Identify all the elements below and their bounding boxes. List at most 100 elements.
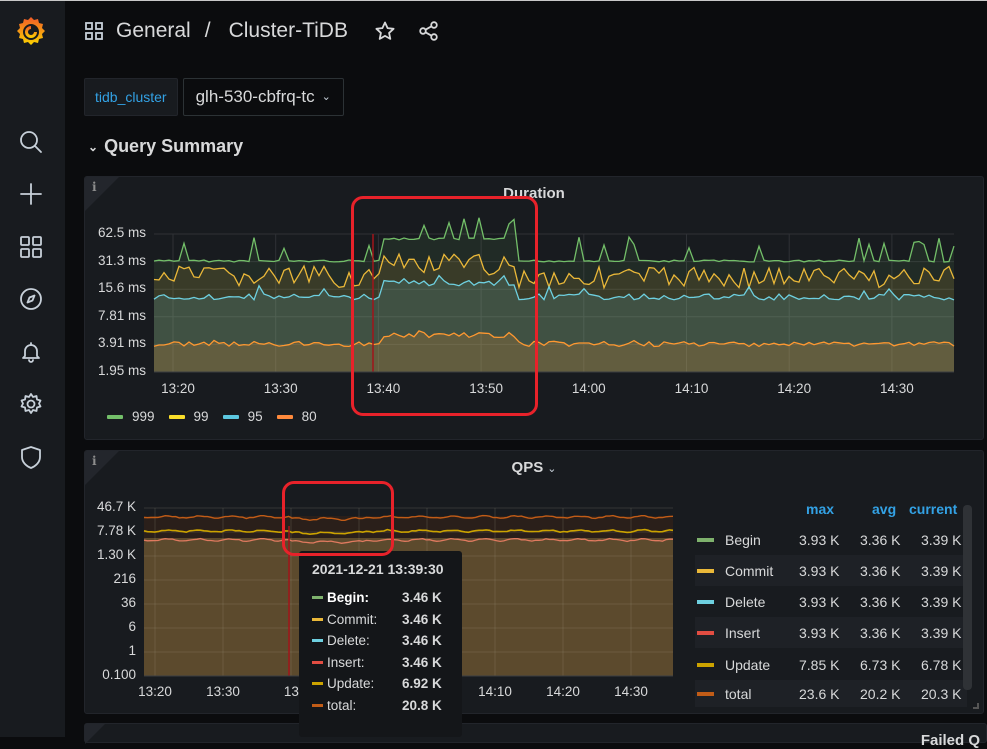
legend-label: total: [725, 685, 752, 702]
y-axis-tick: 3.91 ms: [97, 335, 146, 351]
duration-panel: i Duration 999 99 95 80 62.5 ms 31.3 ms 15…: [84, 176, 984, 440]
legend-current: 20.3 K: [921, 685, 962, 702]
x-axis-tick: 13:50: [469, 381, 503, 396]
variable-label: tidb_cluster: [84, 78, 178, 116]
legend-swatch: [697, 662, 714, 667]
info-icon[interactable]: i: [92, 454, 97, 468]
legend-avg: 6.73 K: [860, 656, 901, 673]
legend-row-commit[interactable]: Commit 3.93 K 3.36 K 3.39 K: [695, 555, 967, 586]
tooltip-row: Insert: 3.46 K: [312, 652, 449, 674]
panel-title: QPS: [511, 459, 544, 476]
configuration-gear-icon[interactable]: [18, 391, 44, 417]
tooltip-row: total: 20.8 K: [312, 695, 449, 717]
legend-current: 3.39 K: [921, 624, 962, 641]
page-header: General / Cluster-TiDB: [84, 14, 440, 48]
breadcrumb-separator: /: [204, 19, 211, 42]
dashboards-grid-icon[interactable]: [18, 234, 44, 260]
x-axis-tick: 14:30: [879, 381, 914, 396]
legend-current: 3.39 K: [921, 562, 962, 579]
panel-info-corner: [85, 724, 105, 744]
info-icon[interactable]: i: [92, 180, 97, 194]
legend-label: Delete: [725, 593, 766, 610]
legend-max: 3.93 K: [799, 624, 840, 641]
x-axis-tick: 13:20: [161, 381, 195, 396]
y-axis-tick: 7.81 ms: [97, 307, 146, 323]
template-variables: tidb_cluster glh-530-cbfrq-tc ⌄: [84, 78, 344, 116]
legend-item-99[interactable]: 99: [168, 409, 209, 424]
breadcrumb-folder[interactable]: General: [116, 19, 191, 42]
y-axis-tick: 31.3 ms: [97, 252, 146, 268]
legend-label: 80: [301, 409, 317, 424]
tooltip-row: Update: 6.92 K: [312, 673, 449, 695]
legend-label: Update: [725, 656, 771, 673]
legend-swatch: [697, 568, 714, 573]
panel-info-corner: [85, 177, 119, 211]
row-title: Query Summary: [104, 136, 244, 156]
x-axis-tick: 13:20: [138, 684, 172, 699]
x-axis-tick: 14:10: [674, 381, 709, 396]
legend-header-avg[interactable]: avg: [872, 501, 897, 517]
legend-row-update[interactable]: Update 7.85 K 6.73 K 6.78 K: [695, 649, 967, 680]
sidebar: [0, 1, 65, 737]
legend-row-begin[interactable]: Begin 3.93 K 3.36 K 3.39 K: [695, 524, 967, 555]
y-axis-tick: 1.30 K: [96, 547, 136, 562]
resize-handle[interactable]: [973, 703, 979, 709]
graph-tooltip: 2021-12-21 13:39:30 Begin: 3.46 K Commit:…: [299, 551, 462, 737]
duration-chart[interactable]: [85, 177, 984, 440]
variable-value: glh-530-cbfrq-tc: [195, 87, 315, 106]
legend-row-insert[interactable]: Insert 3.93 K 3.36 K 3.39 K: [695, 617, 967, 648]
dashboard-grid-icon: [84, 21, 104, 41]
legend-avg: 3.36 K: [860, 531, 901, 548]
y-axis-tick: 1: [128, 643, 136, 658]
legend-label: 99: [193, 409, 209, 424]
legend-current: 3.39 K: [921, 531, 962, 548]
tooltip-time: 2021-12-21 13:39:30: [312, 561, 444, 577]
chevron-down-icon: ⌄: [88, 139, 99, 154]
x-axis-tick: 14:20: [546, 684, 580, 699]
star-icon[interactable]: [374, 20, 396, 42]
duration-legend: 999 99 95 80: [107, 409, 331, 424]
y-axis-tick: 62.5 ms: [97, 225, 146, 240]
panel-title[interactable]: Failed Q: [920, 732, 980, 749]
dashboard-title[interactable]: Cluster-TiDB: [228, 19, 348, 42]
explore-compass-icon[interactable]: [18, 286, 44, 312]
legend-max: 23.6 K: [799, 685, 840, 702]
row-collapse-toggle[interactable]: ⌄ Query Summary: [88, 136, 243, 157]
variable-select[interactable]: glh-530-cbfrq-tc ⌄: [182, 78, 344, 116]
alerting-bell-icon[interactable]: [18, 339, 44, 365]
legend-header-current[interactable]: current: [909, 501, 958, 517]
create-plus-icon[interactable]: [18, 181, 44, 207]
x-axis-tick: 13:30: [263, 381, 298, 396]
legend-row-delete[interactable]: Delete 3.93 K 3.36 K 3.39 K: [695, 586, 967, 617]
y-axis-tick: 1.95 ms: [97, 363, 146, 378]
y-axis-tick: 6: [128, 619, 136, 634]
legend-avg: 3.36 K: [860, 593, 901, 610]
tooltip-row: Begin: 3.46 K: [312, 587, 449, 609]
legend-label: Begin: [725, 531, 761, 548]
legend-label: 999: [132, 409, 155, 424]
legend-item-80[interactable]: 80: [276, 409, 317, 424]
server-admin-shield-icon[interactable]: [18, 444, 44, 470]
legend-header-max[interactable]: max: [806, 501, 835, 517]
tooltip-row: Commit: 3.46 K: [312, 609, 449, 631]
failed-query-panel: Failed Q: [84, 723, 987, 749]
x-axis-tick: 13:30: [206, 684, 240, 699]
legend-item-95[interactable]: 95: [222, 409, 263, 424]
legend-avg: 3.36 K: [860, 562, 901, 579]
search-icon[interactable]: [18, 129, 44, 155]
y-axis-tick: 216: [113, 571, 136, 586]
grafana-logo[interactable]: [13, 14, 49, 50]
legend-avg: 20.2 K: [860, 685, 901, 702]
window-top-border: [0, 0, 987, 1]
legend-scrollbar[interactable]: [963, 505, 972, 690]
legend-row-total[interactable]: total 23.6 K 20.2 K 20.3 K: [695, 680, 967, 707]
share-icon[interactable]: [418, 20, 440, 42]
panel-title-menu[interactable]: QPS ⌄: [85, 459, 983, 476]
legend-label: Insert: [725, 624, 761, 641]
panel-info-corner: [85, 451, 119, 485]
legend-current: 6.78 K: [921, 656, 962, 673]
y-axis-tick: 36: [120, 595, 136, 610]
legend-item-999[interactable]: 999: [107, 409, 155, 424]
legend-max: 3.93 K: [799, 562, 840, 579]
y-axis-tick: 46.7 K: [96, 499, 136, 514]
